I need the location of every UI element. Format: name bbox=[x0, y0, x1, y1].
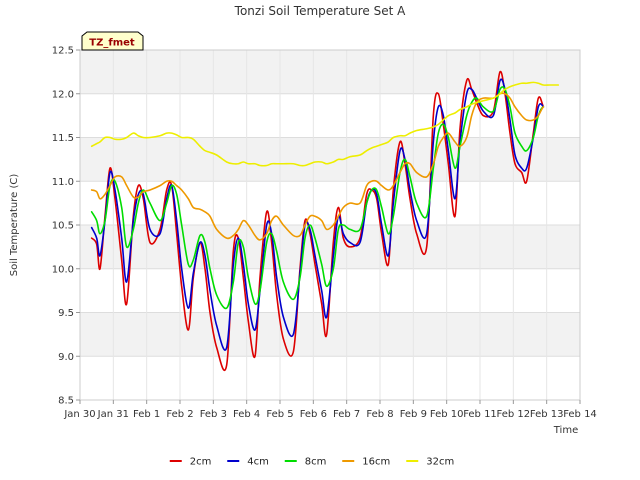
legend-label: 8cm bbox=[305, 457, 327, 468]
y-tick-label: 11.0 bbox=[52, 177, 74, 188]
x-axis-title: Time bbox=[553, 425, 578, 436]
x-tick-label: Feb 2 bbox=[166, 409, 193, 420]
y-axis-ticks: 8.5 9.0 9.5 10.0 10.5 11.0 11.5 12.0 12.5 bbox=[52, 46, 80, 407]
site-tag: TZ_fmet bbox=[81, 31, 144, 51]
series-line-8cm bbox=[90, 86, 545, 310]
x-tick-label: Jan 31 bbox=[97, 409, 129, 420]
background-band bbox=[80, 137, 580, 182]
background-band bbox=[80, 93, 580, 138]
y-tick-label: 12.0 bbox=[52, 89, 74, 100]
legend-item-2cm: 2cm bbox=[169, 457, 212, 468]
x-tick-label: Feb 14 bbox=[563, 409, 597, 420]
y-tick-label: 9.0 bbox=[58, 352, 74, 363]
x-tick-label: Feb 4 bbox=[233, 409, 260, 420]
x-tick-label: Feb 6 bbox=[300, 409, 327, 420]
legend-label: 4cm bbox=[247, 457, 269, 468]
series-line-32cm bbox=[90, 81, 560, 167]
x-tick-label: Feb 5 bbox=[266, 409, 293, 420]
y-tick-label: 10.5 bbox=[52, 221, 74, 232]
legend-label: 2cm bbox=[190, 457, 212, 468]
x-tick-label: Feb 8 bbox=[366, 409, 393, 420]
background-band bbox=[80, 225, 580, 269]
chart-title: Tonzi Soil Temperature Set A bbox=[234, 4, 406, 18]
background-band bbox=[80, 312, 580, 357]
x-tick-label: Feb 10 bbox=[430, 409, 464, 420]
y-axis-title: Soil Temperature (C) bbox=[9, 174, 20, 277]
legend-label: 16cm bbox=[362, 457, 390, 468]
background-band bbox=[80, 356, 580, 400]
y-tick-label: 12.5 bbox=[52, 46, 74, 57]
site-tag-label: TZ_fmet bbox=[89, 38, 135, 49]
site-tag-box bbox=[81, 31, 144, 51]
series-lines bbox=[90, 70, 560, 372]
legend-item-4cm: 4cm bbox=[227, 457, 269, 468]
x-tick-label: Jan 30 bbox=[63, 409, 95, 420]
x-tick-label: Feb 12 bbox=[497, 409, 531, 420]
y-tick-label: 11.5 bbox=[52, 133, 74, 144]
legend-label: 32cm bbox=[426, 457, 454, 468]
x-tick-label: Feb 7 bbox=[333, 409, 360, 420]
legend: 2cm 4cm 8cm 16cm 32cm bbox=[169, 457, 454, 468]
y-tick-label: 8.5 bbox=[58, 396, 74, 407]
x-tick-label: Feb 1 bbox=[133, 409, 160, 420]
series-line-16cm bbox=[90, 92, 545, 241]
y-tick-label: 9.5 bbox=[58, 308, 74, 319]
x-axis-ticks: Jan 30 Jan 31 Feb 1 Feb 2 Feb 3 Feb 4 Feb 5 Feb… bbox=[63, 400, 597, 420]
x-tick-label: Feb 3 bbox=[200, 409, 227, 420]
legend-item-8cm: 8cm bbox=[284, 457, 327, 468]
x-tick-label: Feb 9 bbox=[400, 409, 427, 420]
x-tick-label: Feb 11 bbox=[463, 409, 497, 420]
x-tick-label: Feb 13 bbox=[530, 409, 564, 420]
y-tick-label: 10.0 bbox=[52, 264, 74, 275]
legend-item-32cm: 32cm bbox=[406, 457, 454, 468]
legend-item-16cm: 16cm bbox=[342, 457, 390, 468]
series-line-2cm bbox=[90, 70, 545, 372]
plot-background-bands bbox=[80, 50, 580, 400]
